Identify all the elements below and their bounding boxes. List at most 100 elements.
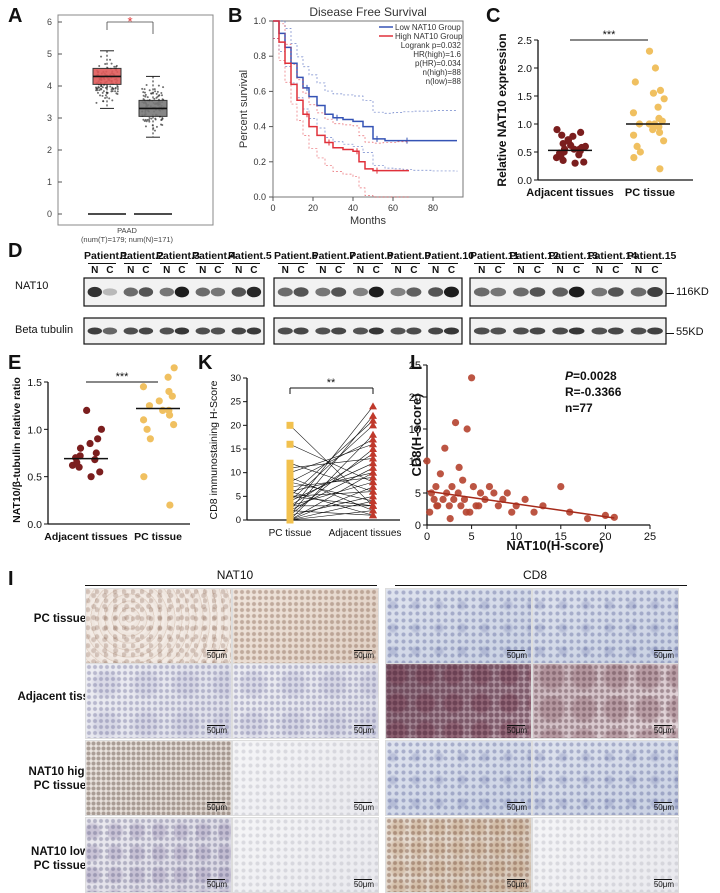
stat-nlow: n(low)=88 [426, 77, 462, 86]
d-band-nat10 [490, 287, 507, 297]
ihc-tile: 50μm [385, 663, 532, 739]
c-point [633, 142, 641, 150]
a-point [148, 116, 151, 119]
panel-c-points [548, 47, 670, 173]
c-point [631, 78, 639, 86]
k-pair-line [289, 510, 374, 516]
k-ytick-label-5: 25 [230, 397, 241, 408]
d-band-nat10 [246, 286, 262, 298]
a-point [102, 90, 105, 93]
row-label-tubulin: Beta tubulin [15, 324, 74, 336]
patient-label: Patient.9 [386, 250, 431, 262]
a-point [143, 88, 146, 91]
k-ytick-label-6: 30 [230, 373, 241, 384]
panel-k-sig: ** [327, 377, 336, 389]
ihc-tile: 50μm [385, 588, 532, 664]
d-band-tubulin [607, 327, 624, 335]
l-point [441, 444, 449, 452]
k-pair-line [289, 491, 374, 516]
k-pair-line [289, 434, 374, 521]
c-ytick-label-3: 1.5 [517, 91, 532, 103]
a-ytick-label-2: 2 [47, 145, 52, 155]
k-ytick-label-0: 0 [236, 515, 241, 526]
d-band-nat10 [315, 287, 331, 297]
patient-label: Patient.10 [424, 250, 474, 262]
legend-low-label: Low NAT10 Group [395, 23, 461, 32]
scale-bar [354, 650, 372, 651]
k-point-adjacent [369, 511, 377, 519]
l-point [450, 495, 458, 503]
b-xtick-label-2: 40 [348, 203, 358, 213]
patient-underline [160, 263, 188, 264]
k-pair-line [289, 496, 374, 507]
d-band-nat10 [630, 287, 647, 297]
d-band-tubulin [529, 327, 546, 335]
e-point [91, 456, 99, 464]
scale-bar-label: 50μm [206, 880, 227, 889]
panel-l-correlation: CD8(H-score) 0 5 10 15 20 25 0 5 10 15 20 25 P=0.00… [409, 360, 656, 553]
k-pair-line [289, 467, 374, 511]
k-pair-line [289, 448, 374, 516]
lane-label: C [410, 265, 418, 276]
c-point [559, 140, 567, 148]
ihc-tile: 50μm [385, 740, 532, 816]
b-xtick-label-0: 0 [270, 203, 275, 213]
lane-label: N [127, 265, 135, 276]
l-point [455, 463, 463, 471]
k-point-adjacent [369, 492, 377, 500]
a-point [144, 95, 147, 98]
e-point [139, 416, 148, 424]
l-point [446, 515, 454, 523]
e-ytick-label-0: 0.0 [27, 519, 42, 531]
stat-phr: p(HR)=0.034 [415, 59, 462, 68]
e-point [96, 468, 104, 476]
k-point-pc [286, 469, 294, 477]
a-point [113, 65, 116, 68]
l-ytick-label-3: 15 [409, 424, 421, 436]
a-point [157, 84, 160, 87]
lane-label: N [478, 265, 486, 276]
a-ytick-label-4: 4 [47, 81, 52, 91]
b-ytick-label-4: 0.8 [253, 51, 266, 61]
e-point [97, 425, 105, 433]
d-band-tubulin [568, 327, 585, 335]
panel-b-legend: Low NAT10 Group High NAT10 Group Logrank… [379, 23, 463, 86]
a-point [110, 62, 113, 65]
c-point [656, 165, 664, 173]
l-point [494, 502, 502, 510]
panel-e-scatter: NAT10/β-tubulin relative ratio 0.0 0.5 1.0… [11, 364, 190, 543]
panel-l-points [423, 374, 618, 523]
d-band-tubulin [277, 327, 293, 335]
e-point [170, 421, 178, 429]
k-ytick-label-2: 10 [230, 468, 241, 479]
panel-b-axes: 0 20 40 60 80 0.0 0.2 0.4 0.6 0.8 1.0 [253, 16, 438, 213]
lane-label: N [163, 265, 171, 276]
c-point [569, 132, 577, 140]
a-point [101, 91, 104, 94]
panel-a-xlabel: PAAD (num(T)=179; num(N)=171) [72, 226, 182, 245]
l-ytick-label-1: 5 [415, 488, 421, 500]
e-point [166, 501, 174, 509]
c-point [649, 89, 658, 97]
d-band-tubulin [490, 327, 507, 335]
a-point [160, 94, 163, 97]
a-point [100, 55, 103, 58]
e-point [155, 397, 163, 405]
stat-logrank: Logrank p=0.032 [401, 41, 462, 50]
lane-label: C [494, 265, 502, 276]
panel-c-cat-pc: PC tissue [625, 187, 675, 199]
d-band-tubulin [473, 327, 490, 335]
scale-bar [354, 725, 372, 726]
c-point [580, 158, 588, 166]
e-ytick-label-2: 1.0 [27, 424, 42, 436]
a-point [148, 120, 151, 123]
e-point [87, 473, 95, 481]
d-band-tubulin [87, 327, 103, 335]
c-point [558, 131, 566, 139]
k-point-adjacent [369, 459, 377, 467]
lane-label: N [595, 265, 603, 276]
e-point [146, 435, 154, 443]
group-line-nat10 [85, 585, 377, 586]
e-point [86, 439, 94, 448]
a-point [154, 118, 157, 121]
